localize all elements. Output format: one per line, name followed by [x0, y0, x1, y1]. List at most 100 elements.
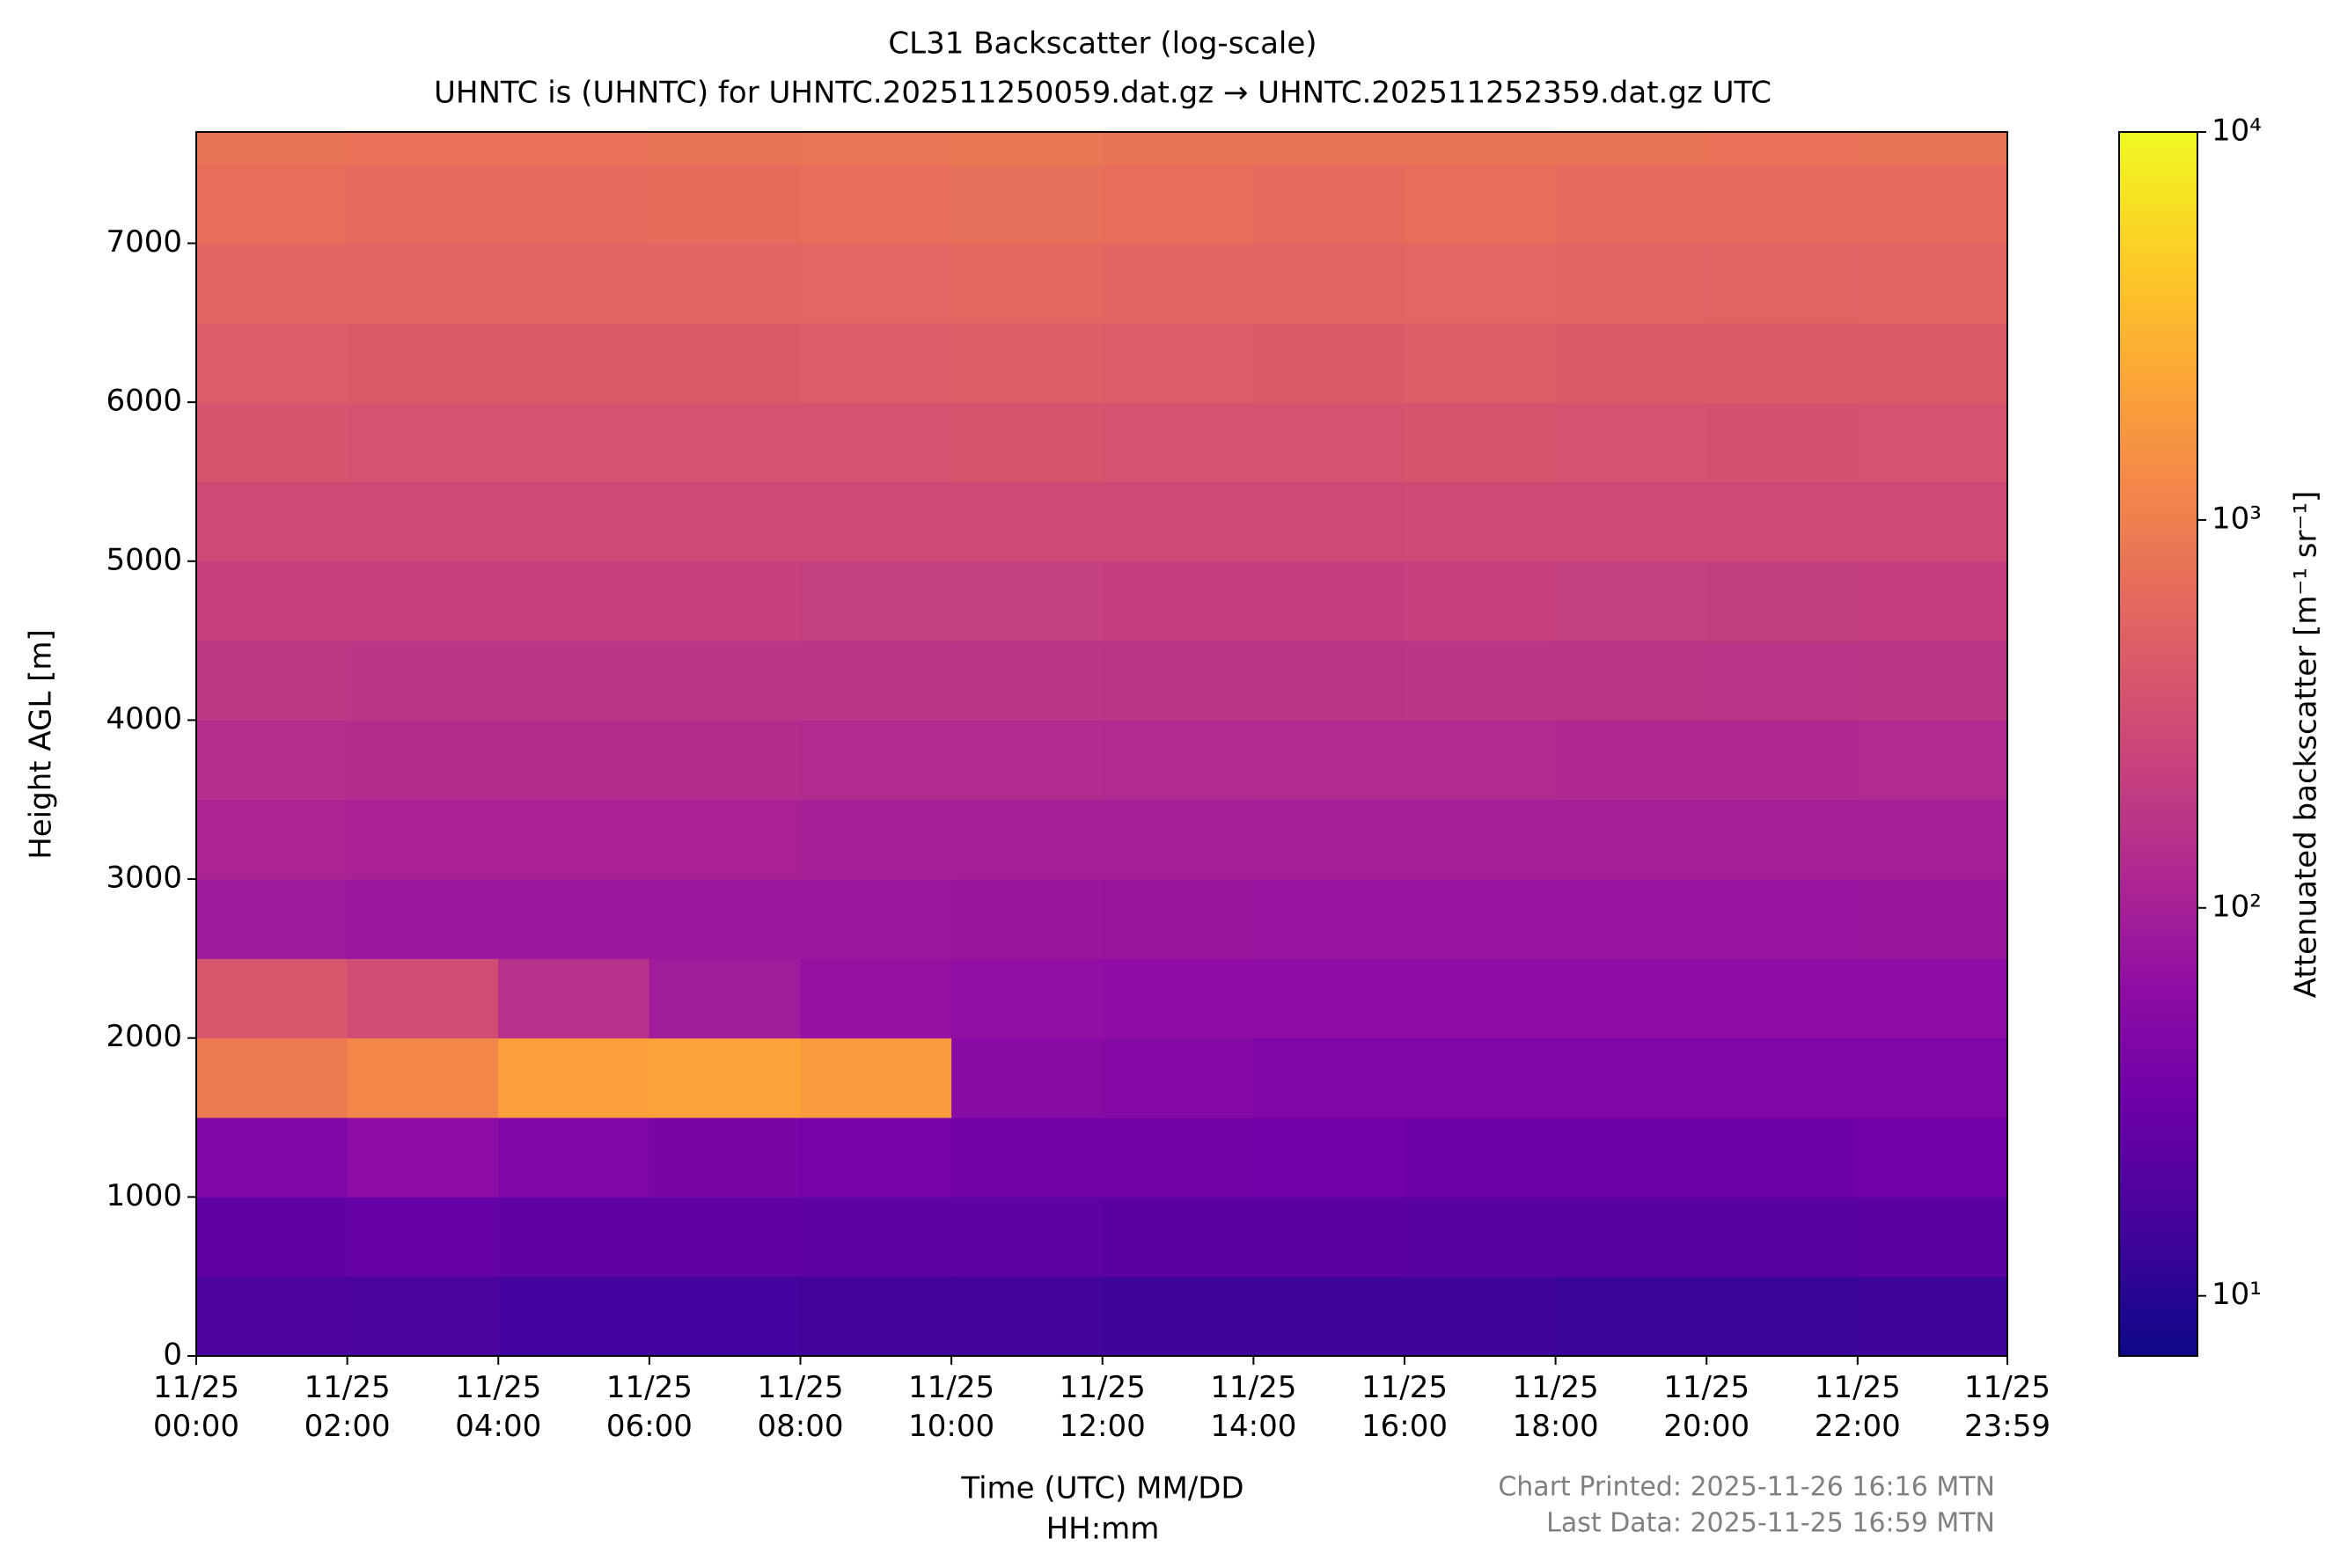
heatmap-cell — [196, 1197, 348, 1278]
heatmap-cell — [1706, 720, 1859, 801]
heatmap-cell — [649, 1117, 801, 1198]
y-tick-label: 7000 — [106, 224, 182, 260]
heatmap-cell — [196, 243, 348, 324]
heatmap-cell — [1253, 958, 1405, 1039]
heatmap-cell — [1555, 720, 1707, 801]
heatmap-cell — [347, 132, 499, 165]
heatmap-cell — [951, 481, 1104, 562]
heatmap-cell — [1102, 879, 1254, 959]
x-axis-label: HH:mm — [1046, 1512, 1160, 1547]
heatmap-cell — [800, 322, 952, 403]
heatmap-cell — [1706, 958, 1859, 1039]
heatmap-cell — [1857, 958, 2008, 1039]
heatmap-cell — [347, 1276, 499, 1357]
heatmap-cell — [1404, 799, 1557, 880]
heatmap-cell — [1253, 799, 1405, 880]
heatmap-cell — [649, 1197, 801, 1278]
heatmap-cell — [1404, 1197, 1557, 1278]
heatmap-cell — [1857, 164, 2008, 244]
heatmap-cell — [800, 1276, 952, 1357]
heatmap-cell — [498, 641, 650, 721]
heatmap-cell — [1555, 1037, 1707, 1118]
heatmap-cell — [196, 879, 348, 959]
heatmap-cell — [1706, 1037, 1859, 1118]
heatmap-cell — [1253, 1117, 1405, 1198]
heatmap-cell — [498, 879, 650, 959]
x-tick-label: 11/25 23:59 — [1964, 1370, 2050, 1444]
heatmap-cell — [800, 243, 952, 324]
heatmap-cell — [649, 481, 801, 562]
y-tick-label: 5000 — [106, 542, 182, 577]
x-tick-label: 11/25 14:00 — [1210, 1370, 1297, 1444]
heatmap-cell — [1253, 879, 1405, 959]
heatmap-cell — [1857, 322, 2008, 403]
heatmap-cell — [951, 243, 1104, 324]
heatmap-cell — [498, 958, 650, 1039]
heatmap-cell — [1706, 243, 1859, 324]
colorbar-tick-label: 10⁴ — [2212, 114, 2262, 149]
heatmap-cell — [1404, 641, 1557, 721]
heatmap-cell — [498, 561, 650, 641]
heatmap-cell — [649, 322, 801, 403]
heatmap-cell — [649, 1037, 801, 1118]
heatmap-cell — [800, 402, 952, 482]
heatmap-cell — [951, 1276, 1104, 1357]
heatmap-cell — [649, 720, 801, 801]
heatmap-cell — [951, 641, 1104, 721]
heatmap-cell — [347, 1197, 499, 1278]
heatmap-cell — [800, 1037, 952, 1118]
heatmap-cell — [196, 958, 348, 1039]
heatmap-cell — [1102, 322, 1254, 403]
heatmap-cell — [800, 879, 952, 959]
heatmap-cell — [1857, 799, 2008, 880]
heatmap-cell — [1857, 561, 2008, 641]
heatmap-cell — [1404, 720, 1557, 801]
heatmap-cell — [196, 1117, 348, 1198]
heatmap-cell — [498, 481, 650, 562]
heatmap-cell — [1102, 243, 1254, 324]
heatmap-cell — [1102, 1276, 1254, 1357]
heatmap-cell — [347, 720, 499, 801]
heatmap-cell — [1857, 481, 2008, 562]
heatmap-cell — [1102, 958, 1254, 1039]
heatmap-cell — [1404, 1037, 1557, 1118]
x-tick-label: 11/25 16:00 — [1361, 1370, 1448, 1444]
heatmap-cell — [951, 402, 1104, 482]
heatmap-cell — [1253, 1276, 1405, 1357]
heatmap-cell — [196, 799, 348, 880]
heatmap-cell — [1857, 879, 2008, 959]
heatmap-cell — [951, 322, 1104, 403]
heatmap-cell — [1706, 799, 1859, 880]
heatmap-cell — [800, 958, 952, 1039]
heatmap-cell — [347, 164, 499, 244]
y-tick-label: 2000 — [106, 1019, 182, 1054]
heatmap-cell — [347, 481, 499, 562]
heatmap-cell — [1555, 641, 1707, 721]
heatmap-cell — [1404, 322, 1557, 403]
heatmap-cell — [347, 799, 499, 880]
heatmap-cell — [498, 1037, 650, 1118]
heatmap-cell — [1555, 132, 1707, 165]
heatmap-cell — [347, 322, 499, 403]
heatmap-cell — [649, 561, 801, 641]
heatmap-cell — [800, 481, 952, 562]
heatmap-cell — [498, 1197, 650, 1278]
heatmap-cell — [1555, 402, 1707, 482]
heatmap-cell — [649, 164, 801, 244]
heatmap-cell — [196, 1037, 348, 1118]
heatmap-cell — [1555, 799, 1707, 880]
heatmap-cell — [1857, 132, 2008, 165]
heatmap-cell — [1253, 322, 1405, 403]
colorbar-label: Attenuated backscatter [m⁻¹ sr⁻¹] — [2289, 491, 2324, 999]
x-tick-label: 11/25 20:00 — [1663, 1370, 1750, 1444]
heatmap-cell — [800, 561, 952, 641]
heatmap-cell — [1102, 720, 1254, 801]
heatmap-cell — [498, 720, 650, 801]
heatmap-cell — [1706, 1276, 1859, 1357]
y-tick-label: 4000 — [106, 701, 182, 736]
heatmap-cell — [1555, 879, 1707, 959]
heatmap-cell — [196, 561, 348, 641]
heatmap-cell — [196, 402, 348, 482]
